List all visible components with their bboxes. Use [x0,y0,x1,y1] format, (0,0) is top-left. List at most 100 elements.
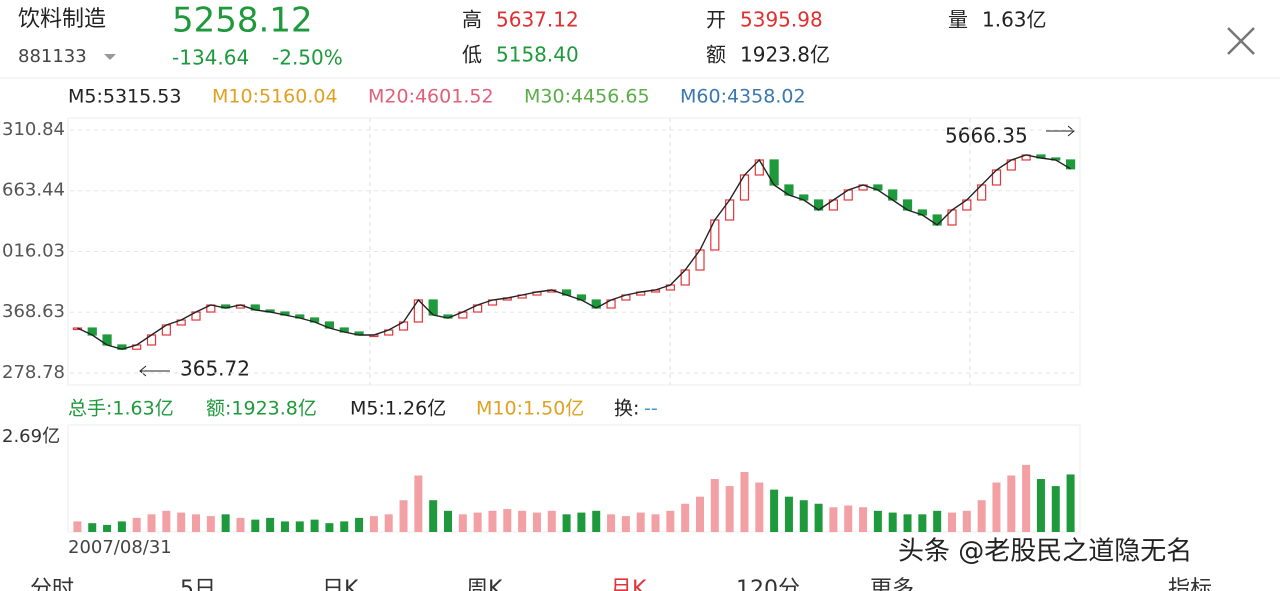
y-tick-label: 2.69亿 [2,426,60,447]
volume-bar [784,496,793,532]
low: 5158.40 [496,43,579,67]
volume-bar [518,510,527,532]
close-button[interactable] [1227,27,1255,55]
vol-legend: 换: [614,398,639,420]
ma-legend: M5:5315.53 [68,86,181,108]
volume-bar [962,510,971,532]
volume-bar [621,516,630,532]
volume-bar [666,510,675,532]
volume-bar [355,517,364,532]
volume-bar [503,509,512,532]
stock-name: 饮料制造 [18,7,106,32]
y-tick-label: 663.44 [2,180,65,201]
price-frame [67,117,1081,386]
tab[interactable]: 5日 [180,577,216,591]
volume-bar [458,514,467,532]
volume-bar [1007,475,1016,532]
low-label: 低 [462,43,482,67]
volume-bar [532,512,541,532]
close-line [77,154,1071,350]
dropdown-icon[interactable] [104,54,116,60]
volume-bar [177,512,186,532]
amount: 1923.8亿 [740,43,830,67]
vol-legend: -- [644,398,658,420]
start-date: 2007/08/31 [68,537,172,558]
volume-bar [888,512,897,532]
volume-bar [592,510,601,532]
volume-bar [992,482,1001,532]
amount-label: 额 [706,43,726,67]
y-tick-label: 368.63 [2,301,65,322]
volume-bar [755,482,764,532]
volume-bar [577,512,586,532]
volume-bar [295,521,304,532]
volume-bar [206,516,215,532]
volume-bar [399,500,408,532]
volume-bar [547,510,556,532]
tab[interactable]: 周K [466,577,503,591]
volume-bar [651,514,660,532]
arrow [1046,125,1075,137]
y-tick-label: 278.78 [2,362,65,383]
price: 5258.12 [172,1,313,41]
volume: 1.63亿 [982,8,1047,32]
change-pct: -2.50% [272,46,343,70]
tab[interactable]: 月K [610,577,647,591]
volume-bar [192,514,200,532]
volume-bar [1051,486,1060,532]
volume-bar [710,479,719,532]
volume-bar [740,471,749,532]
high: 5637.12 [496,8,579,32]
watermark: 头条 @老股民之道隐无名 [898,537,1192,567]
open-label: 开 [706,8,726,32]
volume-bar [117,521,126,532]
volume-bar [429,500,438,532]
tab[interactable]: 更多 [870,577,914,591]
volume-bar [696,496,704,532]
volume-bar [221,514,230,532]
volume-bar [488,510,497,532]
volume-bar [829,507,838,532]
volume-bar [562,514,571,532]
y-tick-label: 016.03 [2,241,65,262]
volume-bar [103,524,112,532]
volume-bar [607,514,616,532]
volume-bar [1036,479,1045,532]
volume-bar [977,500,986,532]
stock-code: 881133 [18,46,87,67]
high-annotation: 5666.35 [945,124,1028,148]
tab[interactable]: 指标 [1168,577,1212,591]
vol-legend: 额:1923.8亿 [206,398,317,420]
volume-bar [873,510,882,532]
tab[interactable]: 分时 [30,577,74,591]
volume-bar [725,486,734,532]
volume-bar [162,510,171,532]
volume-bar [681,503,690,532]
volume-bar [310,519,319,532]
tab[interactable]: 日K [322,577,359,591]
volume-bar [280,521,289,532]
volume-bar [844,505,853,532]
change: -134.64 [172,46,249,70]
vol-legend: M5:1.26亿 [350,398,446,420]
volume-bar [1022,464,1031,532]
volume-bar [948,512,956,532]
open: 5395.98 [740,8,823,32]
ma-legend: M10:5160.04 [212,86,338,108]
volume-bar [340,521,349,532]
high-label: 高 [462,8,482,32]
tab[interactable]: 120分 [736,577,800,591]
volume-bar [236,517,245,532]
volume-bar [799,500,808,532]
volume-bar [325,523,334,532]
volume-bar [636,512,645,532]
volume-label: 量 [948,8,968,32]
volume-bar [903,514,912,532]
volume-frame [67,424,1081,533]
ma-legend: M20:4601.52 [368,86,494,108]
volume-bar [88,523,97,532]
volume-bar [814,503,823,532]
volume-bar [266,517,275,532]
volume-bar [147,514,156,532]
volume-bar [73,521,82,532]
